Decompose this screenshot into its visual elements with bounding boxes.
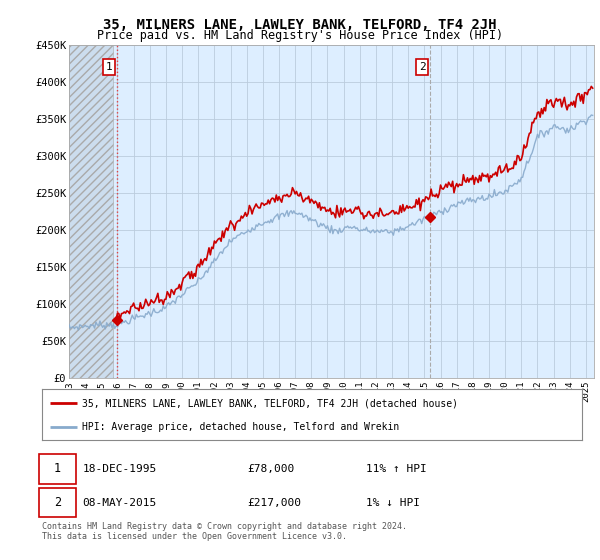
Text: 1% ↓ HPI: 1% ↓ HPI [366, 498, 420, 507]
Bar [69, 45, 113, 378]
Text: 2: 2 [419, 62, 425, 72]
Text: Contains HM Land Registry data © Crown copyright and database right 2024.
This d: Contains HM Land Registry data © Crown c… [42, 522, 407, 542]
FancyBboxPatch shape [40, 454, 76, 484]
Text: 35, MILNERS LANE, LAWLEY BANK, TELFORD, TF4 2JH: 35, MILNERS LANE, LAWLEY BANK, TELFORD, … [103, 18, 497, 32]
Text: £217,000: £217,000 [247, 498, 301, 507]
Text: 35, MILNERS LANE, LAWLEY BANK, TELFORD, TF4 2JH (detached house): 35, MILNERS LANE, LAWLEY BANK, TELFORD, … [83, 398, 458, 408]
Text: 11% ↑ HPI: 11% ↑ HPI [366, 464, 427, 474]
Text: Price paid vs. HM Land Registry's House Price Index (HPI): Price paid vs. HM Land Registry's House … [97, 29, 503, 42]
FancyBboxPatch shape [40, 488, 76, 517]
Text: £78,000: £78,000 [247, 464, 295, 474]
Text: 08-MAY-2015: 08-MAY-2015 [83, 498, 157, 507]
Text: 1: 1 [54, 463, 61, 475]
Text: 2: 2 [54, 496, 61, 509]
Text: 18-DEC-1995: 18-DEC-1995 [83, 464, 157, 474]
Text: HPI: Average price, detached house, Telford and Wrekin: HPI: Average price, detached house, Telf… [83, 422, 400, 432]
Text: 1: 1 [106, 62, 112, 72]
